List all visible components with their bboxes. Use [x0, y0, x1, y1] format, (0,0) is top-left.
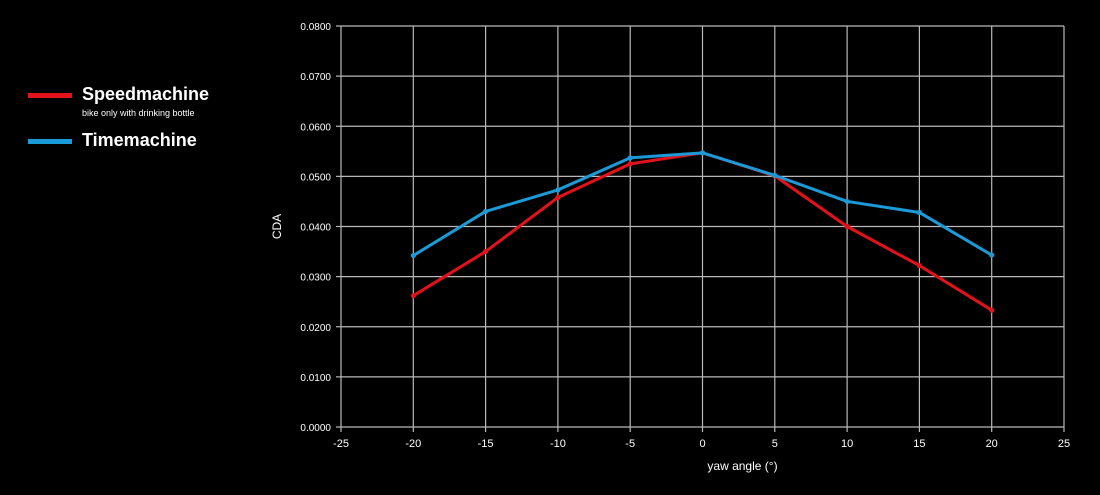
y-tick-label: 0.0000: [300, 423, 331, 434]
x-tick-label: -25: [333, 438, 349, 450]
x-axis-label: yaw angle (°): [707, 459, 777, 473]
x-tick-label: -10: [550, 438, 566, 450]
y-tick-label: 0.0500: [300, 172, 331, 183]
y-tick-label: 0.0800: [300, 22, 331, 33]
y-tick-label: 0.0600: [300, 122, 331, 133]
x-tick-label: -5: [625, 438, 635, 450]
data-point-timemachine: [772, 172, 778, 178]
legend-swatch-speedmachine: [28, 93, 72, 98]
y-axis-ticks: 0.0000 0.0100 0.0200 0.0300 0.0400 0.0500 0.06…: [300, 22, 331, 434]
y-tick-label: 0.0700: [300, 72, 331, 83]
y-tick-label: 0.0300: [300, 273, 331, 284]
grid: [336, 25, 1065, 432]
x-axis-ticks: -25 -20 -15 -10 -5 0 5 10 15 20 25: [333, 438, 1070, 450]
legend-sublabel-speedmachine: bike only with drinking bottle: [82, 108, 195, 118]
data-point-timemachine: [989, 252, 995, 258]
data-point-timemachine: [916, 209, 923, 216]
y-tick-label: 0.0100: [300, 373, 331, 384]
x-tick-label: -15: [478, 438, 494, 450]
x-tick-label: -20: [405, 438, 421, 450]
x-tick-label: 15: [913, 438, 925, 450]
x-tick-label: 0: [699, 438, 705, 450]
data-point-timemachine: [483, 208, 489, 215]
data-point-timemachine: [555, 187, 561, 193]
data-point-timemachine: [699, 150, 706, 156]
data-point-speedmachine: [410, 293, 416, 299]
data-point-speedmachine: [555, 194, 561, 201]
data-point-timemachine: [627, 155, 633, 161]
y-tick-label: 0.0200: [300, 323, 331, 334]
data-point-timemachine: [410, 252, 416, 259]
x-tick-label: 20: [986, 438, 998, 450]
y-axis-label: CDA: [270, 214, 284, 239]
x-tick-label: 25: [1058, 438, 1070, 450]
data-point-speedmachine: [627, 161, 633, 167]
data-point-speedmachine: [483, 248, 489, 255]
legend-label-timemachine: Timemachine: [82, 130, 197, 150]
data-point-speedmachine: [916, 262, 923, 269]
data-point-timemachine: [844, 198, 850, 205]
legend-swatch-timemachine: [28, 139, 72, 144]
x-tick-label: 5: [772, 438, 778, 450]
legend-label-speedmachine: Speedmachine: [82, 84, 210, 104]
x-tick-label: 10: [841, 438, 853, 450]
data-point-speedmachine: [844, 223, 850, 230]
y-tick-label: 0.0400: [300, 223, 331, 234]
series-lines: [410, 150, 995, 313]
data-point-speedmachine: [989, 307, 995, 313]
